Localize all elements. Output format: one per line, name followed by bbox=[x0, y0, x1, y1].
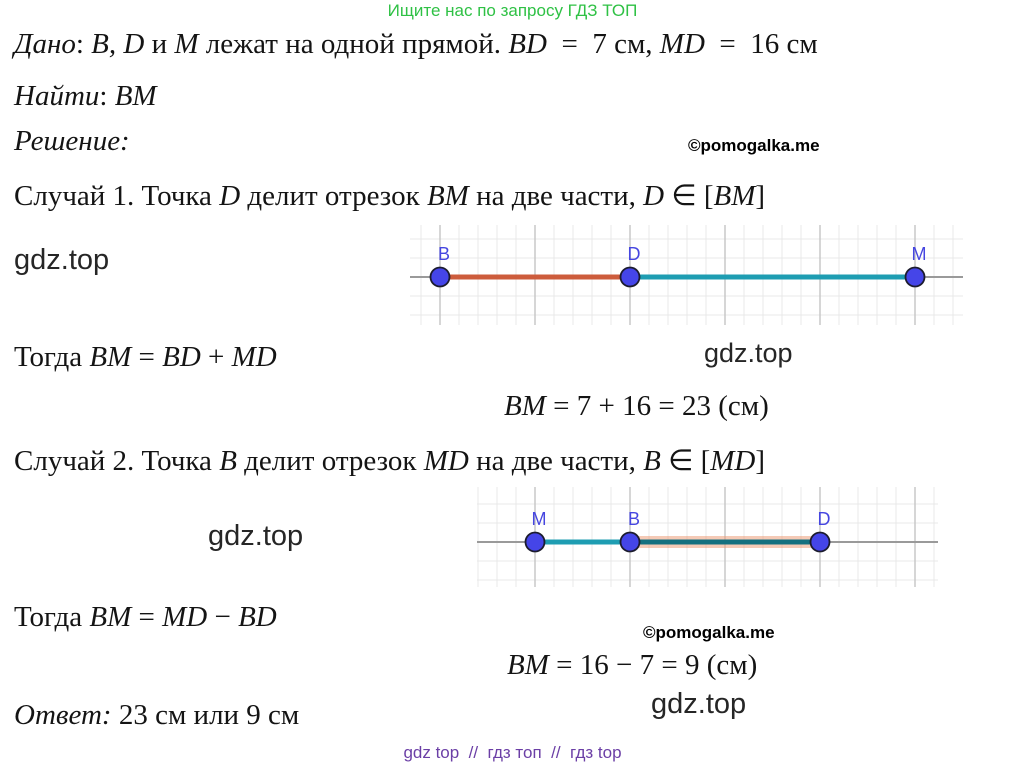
text-segment: Случай 2. Точка bbox=[14, 445, 220, 477]
case2-equation: BM = 16 − 7 = 9 (см) bbox=[507, 648, 757, 682]
header-search-note: Ищите нас по запросу ГДЗ ТОП bbox=[387, 1, 638, 20]
text-segment: MD bbox=[231, 341, 277, 373]
text-segment: BM bbox=[89, 601, 132, 633]
text-segment: Решение: bbox=[14, 125, 130, 157]
text-segment: Случай 1. Точка bbox=[14, 180, 220, 212]
case1-equation: BM = 7 + 16 = 23 (см) bbox=[504, 389, 769, 423]
text-segment: BM bbox=[507, 649, 549, 681]
text-segment: = 16 см bbox=[704, 28, 818, 60]
svg-text:M: M bbox=[912, 244, 927, 264]
gdz-top-watermark-4: gdz.top bbox=[651, 688, 747, 720]
text-segment: Тогда bbox=[14, 341, 90, 373]
then1-line: Тогда BM = BD + MD bbox=[14, 340, 277, 374]
text-segment: = 7 + 16 = 23 (см) bbox=[545, 390, 769, 422]
text-segment: ∈ [ bbox=[664, 180, 714, 212]
svg-text:B: B bbox=[438, 244, 450, 264]
gdz-top-watermark-1: gdz.top bbox=[14, 244, 110, 276]
text-segment: MD bbox=[659, 28, 705, 60]
then2-line: Тогда BM = MD − BD bbox=[14, 600, 277, 634]
case2-heading: Случай 2. Точка B делит отрезок MD на дв… bbox=[14, 444, 765, 478]
pomogalka-brand-bottom: ©pomogalka.me bbox=[643, 623, 775, 642]
text-segment: D bbox=[219, 180, 241, 212]
text-segment: + bbox=[200, 341, 232, 373]
text-segment: MD bbox=[423, 445, 469, 477]
text-segment: BM bbox=[114, 80, 157, 112]
text-segment: = 7 см, bbox=[546, 28, 660, 60]
svg-text:B: B bbox=[628, 509, 640, 529]
case1-heading: Случай 1. Точка D делит отрезок BM на дв… bbox=[14, 179, 765, 213]
find-line: Найти: BM bbox=[14, 79, 157, 113]
given-line: Дано: B, D и M лежат на одной прямой. BD… bbox=[14, 27, 818, 61]
text-segment: Тогда bbox=[14, 601, 90, 633]
answer-line: Ответ: 23 см или 9 см bbox=[14, 698, 299, 732]
text-segment: B bbox=[643, 445, 661, 477]
svg-text:M: M bbox=[532, 509, 547, 529]
text-segment: на две части, bbox=[468, 180, 644, 212]
text-segment: BD bbox=[162, 341, 201, 373]
text-segment: B bbox=[219, 445, 237, 477]
gdz-top-watermark-2: gdz.top bbox=[704, 338, 793, 368]
text-segment: Дано bbox=[14, 28, 76, 60]
text-segment: BM bbox=[89, 341, 132, 373]
text-segment: BD bbox=[508, 28, 547, 60]
text-segment: = 16 − 7 = 9 (см) bbox=[548, 649, 758, 681]
text-segment: делит отрезок bbox=[236, 445, 424, 477]
text-segment: ∈ [ bbox=[660, 445, 711, 477]
text-segment: BM bbox=[504, 390, 546, 422]
text-segment: и bbox=[144, 28, 175, 60]
text-segment: B, D bbox=[91, 28, 145, 60]
pomogalka-brand-top: ©pomogalka.me bbox=[688, 136, 820, 155]
text-segment: BM bbox=[713, 180, 756, 212]
solution-label: Решение: bbox=[14, 124, 130, 158]
text-segment: на две части, bbox=[468, 445, 644, 477]
text-segment: D bbox=[643, 180, 665, 212]
svg-text:D: D bbox=[818, 509, 831, 529]
footer-keywords-note: gdz top // гдз топ // гдз top bbox=[403, 743, 622, 762]
text-segment: BM bbox=[426, 180, 469, 212]
text-segment: Найти bbox=[14, 80, 100, 112]
text-segment: = bbox=[131, 601, 163, 633]
text-segment: = bbox=[131, 341, 163, 373]
text-segment: лежат на одной прямой. bbox=[198, 28, 509, 60]
text-segment: : bbox=[99, 80, 115, 112]
svg-text:D: D bbox=[628, 244, 641, 264]
text-segment: ] bbox=[755, 180, 766, 212]
text-segment: BD bbox=[238, 601, 277, 633]
text-segment: ] bbox=[755, 445, 766, 477]
text-segment: делит отрезок bbox=[240, 180, 427, 212]
text-segment: MD bbox=[710, 445, 756, 477]
text-segment: 23 см или 9 см bbox=[111, 699, 300, 731]
text-segment: − bbox=[207, 601, 239, 633]
gdz-top-watermark-3: gdz.top bbox=[208, 520, 304, 552]
text-segment: Ответ: bbox=[14, 699, 112, 731]
text-segment: MD bbox=[162, 601, 208, 633]
text-segment: M bbox=[174, 28, 199, 60]
text-segment: : bbox=[75, 28, 92, 60]
